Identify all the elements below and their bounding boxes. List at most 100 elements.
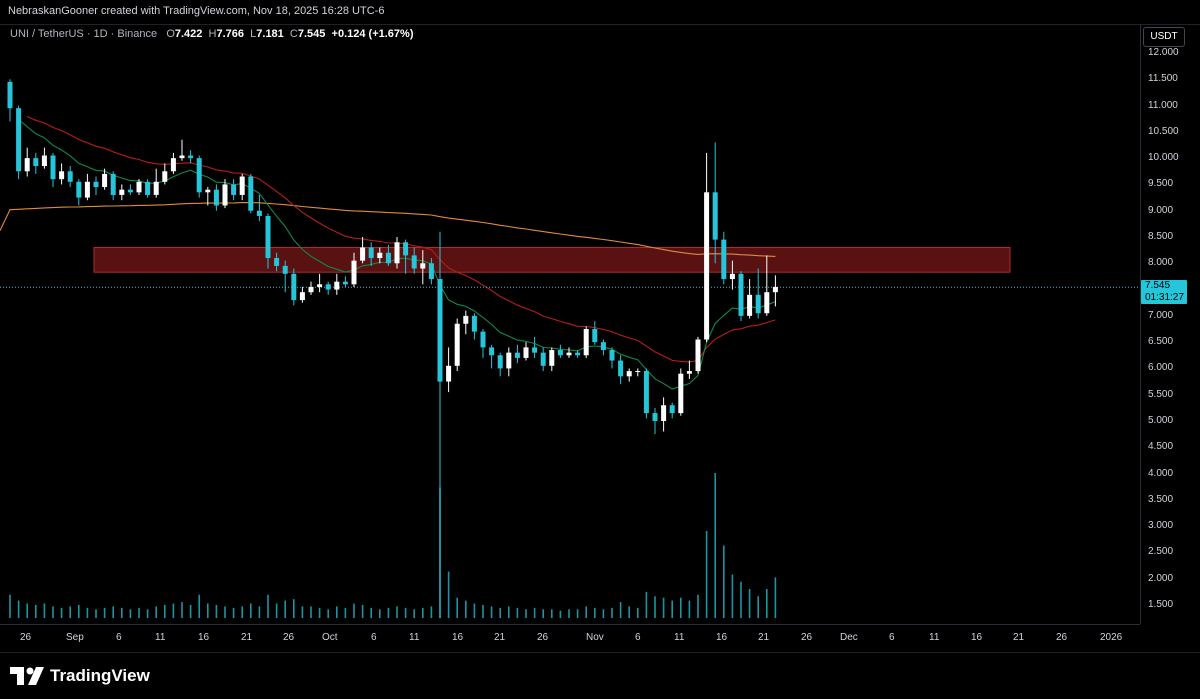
time-tick-label: 16 xyxy=(198,632,210,643)
time-tick-label: 6 xyxy=(889,632,895,643)
candle-body xyxy=(188,155,194,159)
volume-bar xyxy=(508,606,510,618)
time-tick-label: 26 xyxy=(801,632,813,643)
time-axis[interactable]: 26 Sep 6 11 16 21 26 Oct 6 11 16 21 26 Nov 6 11 16 21 26 De… xyxy=(0,624,1140,647)
volume-bar xyxy=(516,607,519,618)
chart-area[interactable] xyxy=(0,24,1141,624)
volume-bar xyxy=(250,603,252,618)
volume-bar xyxy=(465,600,467,618)
price-tick-label: 3.000 xyxy=(1148,520,1174,532)
candle-body xyxy=(738,273,744,316)
candle-body xyxy=(93,181,99,188)
volume-bar xyxy=(293,599,295,618)
volume-bar xyxy=(310,606,312,618)
candle-body xyxy=(489,347,495,356)
open-label: O xyxy=(166,28,175,40)
price-tick-label: 9.000 xyxy=(1148,204,1174,216)
volume-bar xyxy=(576,609,579,618)
high-value: 7.766 xyxy=(216,28,245,40)
candle-body xyxy=(454,323,460,366)
candle-body xyxy=(626,371,632,377)
candle-body xyxy=(16,108,22,172)
time-tick-label: 2026 xyxy=(1100,632,1123,643)
volume-bar xyxy=(482,604,484,618)
candle-body xyxy=(661,405,667,421)
candle-body xyxy=(592,329,598,343)
candle-body xyxy=(635,371,641,373)
volume-bar xyxy=(594,607,596,618)
volume-bar xyxy=(379,609,381,618)
volume-bar xyxy=(551,609,553,618)
volume-bar xyxy=(155,606,157,618)
candle-body xyxy=(317,284,323,287)
candle-body xyxy=(609,350,615,361)
volume-bar xyxy=(284,600,286,618)
volume-bar xyxy=(473,603,476,618)
candle-body xyxy=(420,263,426,269)
time-tick-label: 26 xyxy=(537,632,549,643)
time-tick-label: Dec xyxy=(840,632,858,643)
ema-mid-line xyxy=(26,115,776,363)
candle-body xyxy=(7,81,13,109)
candle-body xyxy=(76,181,82,198)
volume-bar xyxy=(645,591,648,618)
low-value: 7.181 xyxy=(256,28,284,40)
volume-bar xyxy=(129,609,132,618)
candle-body xyxy=(437,279,443,382)
candle-body xyxy=(145,181,151,195)
volume-bar xyxy=(121,607,123,618)
price-tick-label: 10.500 xyxy=(1148,125,1179,137)
volume-bar xyxy=(69,606,71,618)
low-label: L xyxy=(250,28,257,40)
volume-bar xyxy=(585,606,587,618)
volume-bar xyxy=(490,606,493,618)
candle-body xyxy=(308,286,314,293)
candle-body xyxy=(557,350,563,356)
candle-body xyxy=(712,192,718,240)
credit-text: NebraskanGooner created with TradingView… xyxy=(8,5,385,17)
price-tick-label: 11.500 xyxy=(1148,73,1178,85)
candle-body xyxy=(514,352,520,358)
volume-bar xyxy=(766,589,768,618)
time-tick-label: 11 xyxy=(674,632,685,643)
candle-body xyxy=(532,347,538,353)
price-tick-label: 6.000 xyxy=(1148,362,1174,374)
volume-bar xyxy=(456,597,458,618)
candle-body xyxy=(282,265,288,274)
volume-bar xyxy=(748,589,751,618)
price-tick-label: 5.000 xyxy=(1148,415,1174,426)
volume-bar xyxy=(568,609,570,618)
candle-body xyxy=(652,413,658,421)
price-chart[interactable] xyxy=(0,24,1140,624)
volume-bar xyxy=(525,609,527,618)
time-tick-label: 11 xyxy=(409,632,420,643)
volume-bar xyxy=(164,604,166,618)
volume-bar xyxy=(26,603,28,618)
candle-body xyxy=(360,247,366,261)
candle-body xyxy=(248,176,254,211)
resistance-zone xyxy=(93,247,1011,273)
candle-body xyxy=(136,181,142,193)
price-tick-label: 2.500 xyxy=(1148,546,1174,558)
candle-body xyxy=(403,242,409,256)
candle-body xyxy=(153,181,159,195)
candle-body xyxy=(41,155,47,167)
currency-unit-button[interactable]: USDT xyxy=(1143,27,1185,47)
volume-bar xyxy=(757,596,759,618)
candle-body xyxy=(480,331,486,348)
volume-bar xyxy=(619,602,622,618)
volume-bar xyxy=(611,607,613,618)
candle-body xyxy=(669,405,675,414)
volume-bar xyxy=(344,607,347,618)
candle-body xyxy=(446,365,452,382)
time-tick-label: 26 xyxy=(1056,632,1068,643)
volume-bar xyxy=(207,603,209,618)
candle-body xyxy=(575,352,581,356)
candle-body xyxy=(196,158,202,193)
candle-body xyxy=(342,281,348,285)
candle-body xyxy=(583,329,589,356)
candle-body xyxy=(179,155,185,159)
symbol-name[interactable]: UNI / TetherUS · 1D · Binance xyxy=(10,28,158,40)
ema-slow-line xyxy=(0,202,776,257)
candle-body xyxy=(84,181,90,198)
